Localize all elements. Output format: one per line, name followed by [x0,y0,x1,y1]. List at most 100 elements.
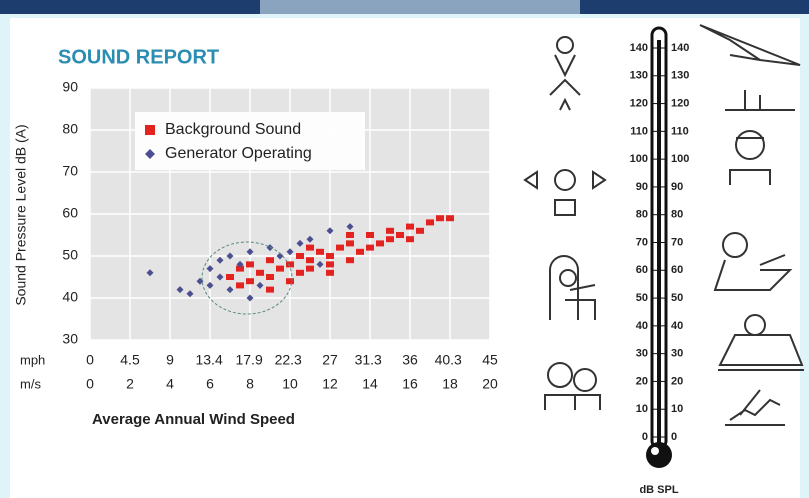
point [256,281,264,289]
point [306,257,314,264]
point [406,223,414,230]
point [206,281,214,289]
x-tick-label: 12 [322,376,338,392]
scale-label-right: 100 [671,153,689,165]
y-tick-label: 50 [62,247,78,263]
y-tick-label: 40 [62,289,78,305]
x2-tick-label: 13.4 [195,352,222,368]
icon-bed [718,314,804,371]
scale-label-left: 130 [630,70,648,82]
scale-label-right: 90 [671,181,683,193]
thermometer-bulb [646,442,672,468]
x2-tick-label: 45 [482,352,498,368]
point [226,286,234,294]
scale-label-right: 130 [671,70,689,82]
point [416,227,424,234]
point [236,260,244,268]
scale-label-right: 60 [671,264,683,276]
point [216,273,224,281]
scale-label-left: 90 [636,181,648,193]
banner-photo [260,0,580,14]
scale-label-left: 20 [636,375,648,387]
scale-label-left: 70 [636,236,648,248]
point [376,240,384,247]
icon-worker [725,90,795,185]
x2-tick-label: 9 [166,352,174,368]
x2-tick-label: 22.3 [275,352,302,368]
scale-label: dB SPL [639,484,678,496]
point [256,269,264,276]
point [336,244,344,251]
icon-talker [523,169,607,216]
x2-tick-label: 27 [322,352,338,368]
x-tick-label: 20 [482,376,498,392]
y-tick-label: 80 [62,121,78,137]
legend-label: Background Sound [165,121,301,138]
point [246,261,254,268]
y-tick-label: 30 [62,331,78,347]
x2-tick-label: 40.3 [435,352,462,368]
scale-label-left: 120 [630,97,648,109]
scale-label-right: 40 [671,320,683,332]
point [396,232,404,238]
x2-tick-label: 0 [86,352,94,368]
x-tick-label: 0 [86,376,94,392]
point [176,286,184,294]
x-tick-label: 8 [246,376,254,392]
y-tick-label: 90 [62,79,78,95]
scale-label-left: 0 [642,431,648,443]
x-tick-label: 18 [442,376,458,392]
point [386,227,394,234]
x2-tick-label: 17.9 [235,352,262,368]
point [296,253,304,259]
x2-tick-label: 31.3 [355,352,382,368]
point [286,248,294,256]
point [146,269,154,277]
icon-reader [549,255,596,320]
point [246,248,254,256]
point [366,244,374,251]
point [366,232,374,238]
bulb-highlight [651,447,659,455]
point [226,274,234,280]
y-tick-label: 60 [62,205,78,221]
point [406,236,414,243]
point [306,244,314,251]
legend-swatch [145,149,155,159]
point [266,286,274,293]
point [386,236,394,243]
highlight-circle [201,241,293,315]
point [216,256,224,264]
point [326,227,334,235]
scale-label-right: 120 [671,97,689,109]
x-unit: m/s [20,376,41,391]
point [236,265,244,272]
point [346,223,354,231]
x-tick-label: 6 [206,376,214,392]
x-tick-label: 10 [282,376,298,392]
point [306,235,314,243]
point [436,215,444,222]
scale-label-right: 140 [671,42,689,54]
point [186,290,194,298]
scale-label-left: 30 [636,348,648,360]
point [296,269,304,276]
y-tick-label: 70 [62,163,78,179]
icon-whisper [544,362,601,410]
point [276,252,284,260]
scale-label-left: 50 [636,292,648,304]
x-tick-label: 4 [166,376,174,392]
point [356,248,364,255]
chart-title: SOUND REPORT [58,46,219,68]
legend-label: Generator Operating [165,145,312,162]
point [206,265,214,273]
icon-typist [713,232,793,291]
legend-box [135,112,365,170]
point [226,252,234,260]
point [326,253,334,259]
icon-jet [699,24,801,66]
scale-label-left: 40 [636,320,648,332]
scale-label-right: 10 [671,403,683,415]
point [346,257,354,264]
point [426,219,434,226]
